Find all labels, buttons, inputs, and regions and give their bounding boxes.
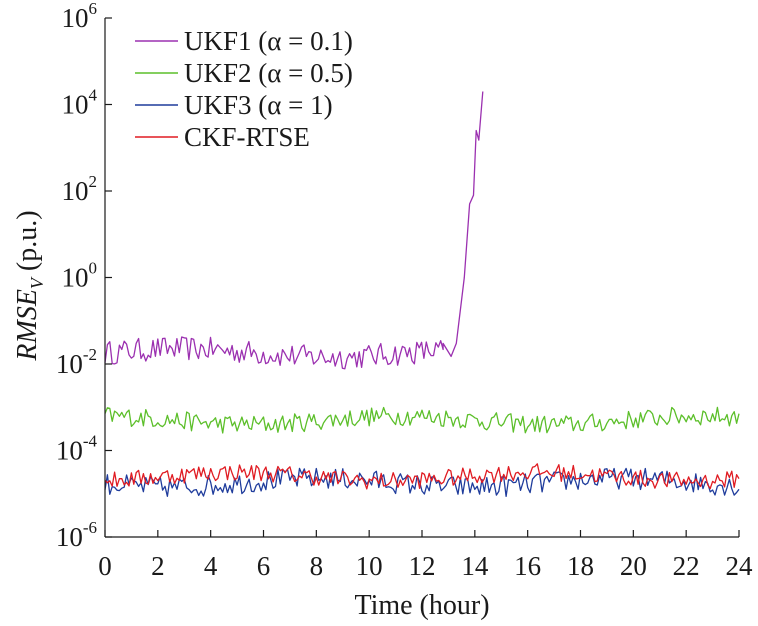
y-tick-base: 10 xyxy=(56,349,83,379)
x-tick-label: 22 xyxy=(673,551,700,581)
x-tick-label: 24 xyxy=(726,551,754,581)
y-tick-label: 102 xyxy=(62,172,98,206)
x-tick-label: 8 xyxy=(310,551,324,581)
y-tick-label: 10-4 xyxy=(56,432,98,466)
y-tick-base: 10 xyxy=(62,3,89,33)
series-line-1 xyxy=(104,91,484,370)
x-tick-label: 10 xyxy=(356,551,383,581)
x-tick-label: 2 xyxy=(151,551,165,581)
y-tick-exponent: 0 xyxy=(89,259,98,278)
y-tick-exponent: -2 xyxy=(83,345,97,364)
y-tick-label: 106 xyxy=(62,0,98,33)
y-tick-base: 10 xyxy=(62,90,89,120)
x-tick-label: 0 xyxy=(98,551,112,581)
x-tick-label: 16 xyxy=(514,551,541,581)
y-tick-exponent: 2 xyxy=(89,172,98,191)
legend-label: CKF-RTSE xyxy=(184,122,310,152)
x-axis-title: Time (hour) xyxy=(354,590,489,621)
y-axis-title: RMSEV (p.u.) xyxy=(12,210,47,361)
y-axis-title-subscript: V xyxy=(27,276,47,289)
y-tick-label: 100 xyxy=(62,259,98,293)
y-tick-base: 10 xyxy=(56,436,83,466)
x-tick-label: 20 xyxy=(620,551,647,581)
y-tick-base: 10 xyxy=(62,263,89,293)
legend-label: UKF2 (α = 0.5) xyxy=(184,58,353,88)
y-axis-title-unit: (p.u.) xyxy=(12,210,43,278)
series-line-3 xyxy=(104,467,740,498)
y-tick-label: 10-2 xyxy=(56,345,97,379)
x-tick-label: 6 xyxy=(257,551,271,581)
x-ticks: 0 2 4 6 8 10 12 14 16 18 20 22 24 xyxy=(98,530,753,581)
legend: UKF1 (α = 0.1)UKF2 (α = 0.5)UKF3 (α = 1)… xyxy=(135,26,353,152)
series-layer xyxy=(104,91,740,498)
y-tick-label: 104 xyxy=(62,86,98,120)
series-line-4 xyxy=(104,463,740,490)
y-tick-exponent: 4 xyxy=(89,86,98,105)
x-tick-label: 18 xyxy=(567,551,594,581)
y-tick-exponent: -6 xyxy=(83,518,97,537)
y-tick-exponent: 6 xyxy=(89,0,98,18)
legend-label: UKF1 (α = 0.1) xyxy=(184,26,353,56)
legend-label: UKF3 (α = 1) xyxy=(184,90,333,120)
y-tick-base: 10 xyxy=(56,522,83,552)
x-tick-label: 14 xyxy=(461,551,489,581)
x-tick-label: 4 xyxy=(204,551,218,581)
series-line-2 xyxy=(104,406,740,434)
y-axis-title-base: RMSE xyxy=(12,289,43,362)
y-tick-base: 10 xyxy=(62,176,89,206)
x-tick-label: 12 xyxy=(409,551,436,581)
y-tick-label: 10-6 xyxy=(56,518,97,552)
y-tick-exponent: -4 xyxy=(83,432,98,451)
